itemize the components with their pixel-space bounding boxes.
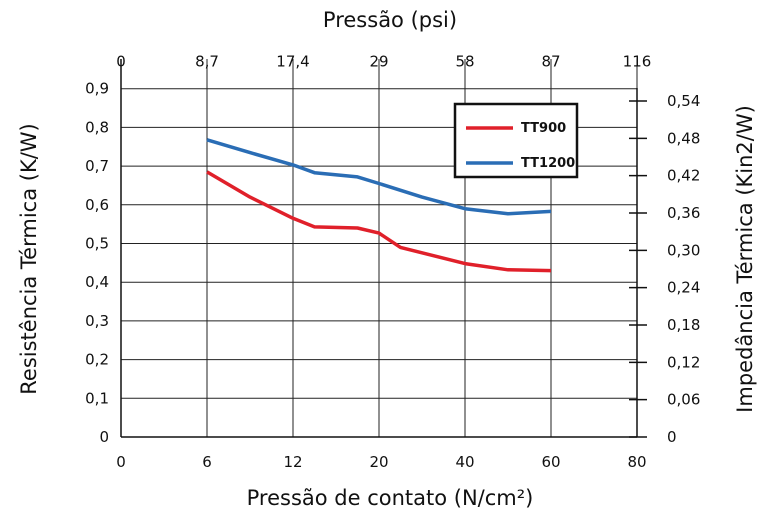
top-tick-label: 116	[623, 53, 652, 71]
right-tick-label: 0	[667, 428, 677, 446]
top-tick-label: 29	[369, 53, 388, 71]
left-axis-title: Resistência Térmica (K/W)	[17, 123, 41, 395]
left-tick-label: 0,4	[85, 273, 109, 291]
left-tick-label: 0,1	[85, 389, 109, 407]
left-tick-label: 0,9	[85, 80, 109, 98]
right-tick-label: 0,54	[667, 92, 700, 110]
x-tick-label: 80	[627, 453, 646, 471]
left-tick-label: 0,3	[85, 312, 109, 330]
legend: TT900 TT1200	[453, 102, 579, 179]
legend-box	[453, 102, 579, 179]
right-tick-label: 0,12	[667, 353, 700, 371]
right-tick-label: 0,36	[667, 204, 700, 222]
left-tick-label: 0	[99, 428, 109, 446]
x-tick-label: 6	[202, 453, 212, 471]
top-tick-label: 17,4	[276, 53, 309, 71]
x-tick-label: 0	[116, 453, 126, 471]
top-tick-label: 87	[541, 53, 560, 71]
right-tick-label: 0,18	[667, 316, 700, 334]
x-axis-title: Pressão de contato (N/cm²)	[247, 486, 534, 510]
legend-label-tt1200: TT1200	[521, 156, 575, 171]
top-tick-label: 58	[455, 53, 474, 71]
x-tick-label: 40	[455, 453, 474, 471]
right-axis-title: Impedância Térmica (Kin2/W)	[733, 105, 757, 413]
right-tick-label: 0,30	[667, 241, 700, 259]
left-tick-label: 0,2	[85, 351, 109, 369]
x-tick-label: 60	[541, 453, 560, 471]
top-axis-title: Pressão (psi)	[323, 8, 457, 32]
legend-label-tt900: TT900	[521, 121, 566, 136]
grid-lines	[121, 59, 638, 437]
series-line-tt1200	[206, 138, 552, 216]
left-tick-label: 0,7	[85, 157, 109, 175]
left-tick-label: 0,6	[85, 196, 109, 214]
x-tick-label: 20	[369, 453, 388, 471]
left-tick-label: 0,8	[85, 118, 109, 136]
series-line-tt900	[206, 170, 552, 273]
right-tick-label: 0,48	[667, 129, 700, 147]
series-lines	[206, 138, 552, 273]
axes: 00,10,20,30,40,50,60,70,80,90068,71217,4…	[85, 53, 700, 472]
right-tick-label: 0,24	[667, 279, 700, 297]
left-tick-label: 0,5	[85, 235, 109, 253]
x-tick-label: 12	[283, 453, 302, 471]
top-tick-label: 8,7	[195, 53, 219, 71]
right-tick-label: 0,42	[667, 167, 700, 185]
right-tick-label: 0,06	[667, 391, 700, 409]
